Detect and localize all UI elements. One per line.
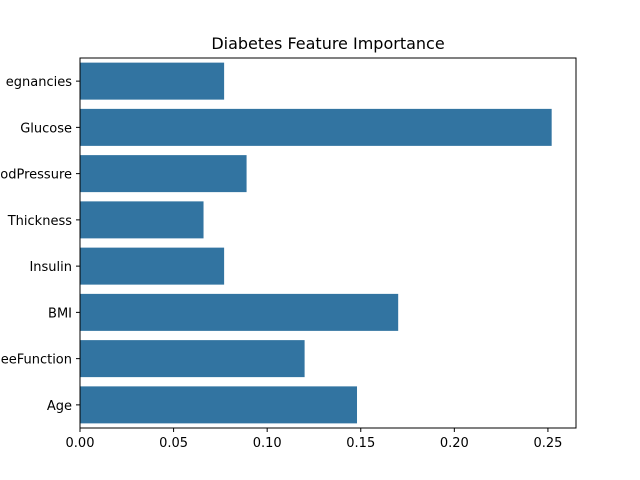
y-tick-label-age: Age	[47, 399, 72, 414]
y-tick-label-insulin: Insulin	[29, 260, 72, 275]
y-tick-label-pregnancies: egnancies	[6, 75, 72, 90]
x-tick-label: 0.10	[253, 436, 282, 451]
bar-glucose	[80, 108, 552, 146]
bar-bmi	[80, 293, 399, 331]
x-tick-label: 0.05	[159, 436, 188, 451]
x-tick-label: 0.15	[346, 436, 375, 451]
y-axis: egnancies Glucose odPressure Thickness Insul…	[0, 75, 80, 414]
plot-frame	[79, 57, 577, 429]
y-tick-label-bmi: BMI	[48, 306, 72, 321]
x-tick-label: 0.00	[66, 436, 95, 451]
bar-bloodpressure	[80, 155, 247, 193]
chart-title: Diabetes Feature Importance	[211, 34, 444, 53]
bar-skinthickness	[80, 201, 204, 239]
x-tick-label: 0.20	[440, 436, 469, 451]
y-tick-label-skinthickness: Thickness	[7, 214, 72, 229]
bar-age	[80, 386, 358, 424]
x-axis: 0.00 0.05 0.10 0.15 0.20 0.25	[66, 428, 562, 451]
x-tick-label: 0.25	[533, 436, 562, 451]
y-tick-label-glucose: Glucose	[20, 121, 72, 136]
bar-diabetespedigreefunction	[80, 340, 305, 378]
bar-insulin	[80, 247, 225, 285]
y-tick-label-diabetespedigreefunction: eeFunction	[1, 353, 72, 368]
bar-pregnancies	[80, 62, 225, 100]
bars-group	[80, 62, 552, 424]
y-tick-label-bloodpressure: odPressure	[0, 168, 72, 183]
